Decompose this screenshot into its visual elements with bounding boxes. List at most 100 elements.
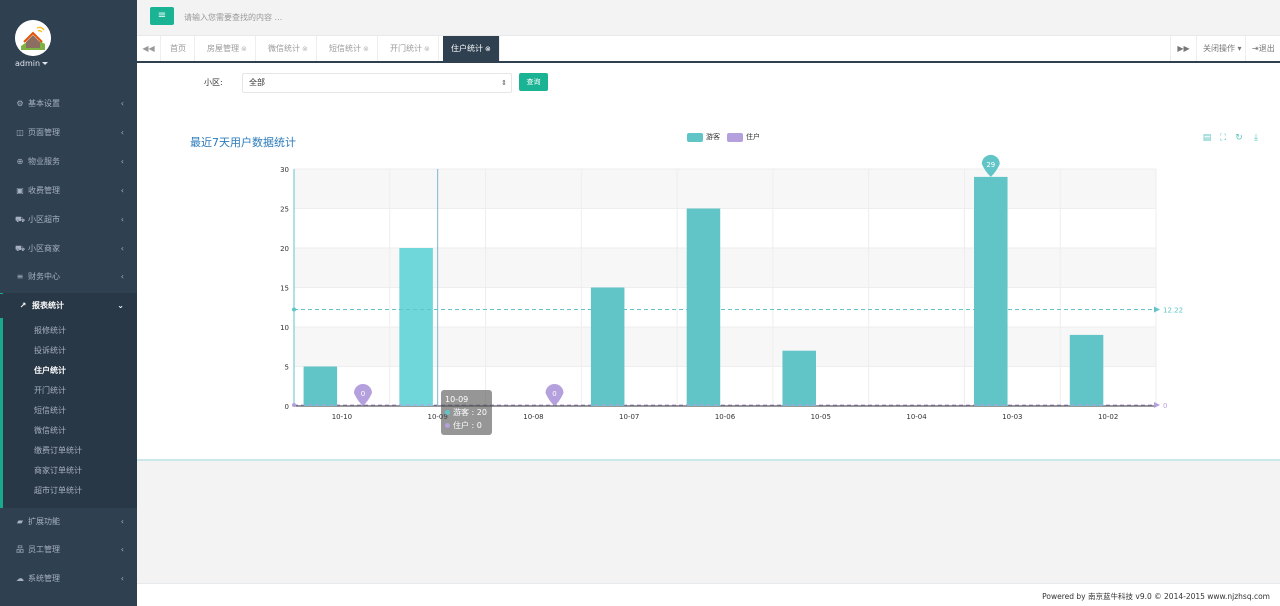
- footer-copyright: Powered by 南京蓝牛科技 v9.0 © 2014-2015 www.n…: [1042, 592, 1270, 601]
- bar-visitor-10-03[interactable]: [974, 176, 1008, 406]
- community-select[interactable]: 全部 ⇕: [242, 73, 512, 93]
- sidebar-item-reports[interactable]: ↗ 报表统计 ⌄: [0, 294, 137, 318]
- logout-label: 退出: [1258, 44, 1275, 53]
- resident-mark-label: 0: [1163, 402, 1167, 410]
- sitemap-icon: 品: [16, 545, 24, 554]
- legend-item-visitor[interactable]: 游客: [687, 132, 720, 142]
- sidebar-item-page-management[interactable]: ◫ 页面管理 ‹: [0, 121, 137, 145]
- line-switch-icon[interactable]: ⛶: [1219, 133, 1227, 143]
- data-view-icon[interactable]: ▤: [1202, 133, 1212, 143]
- caret-down-icon: ▾: [1237, 44, 1242, 53]
- close-icon[interactable]: ⊗: [485, 45, 491, 53]
- y-tick-label: 20: [280, 245, 289, 253]
- avatar[interactable]: [15, 20, 51, 56]
- sidebar-item-label: 小区商家: [28, 244, 60, 253]
- sub-item-market-order-stats[interactable]: 超市订单统计: [34, 486, 82, 495]
- tab-house-management[interactable]: 房屋管理 ⊗: [199, 36, 256, 61]
- bar-visitor-10-07[interactable]: [590, 287, 625, 407]
- double-left-icon: ◀◀: [142, 44, 155, 53]
- database-icon: ≡: [16, 272, 24, 281]
- bar-visitor-10-06[interactable]: [686, 208, 721, 407]
- min-mark-pin-1-label: 0: [552, 390, 556, 398]
- sidebar-item-staff[interactable]: 品 员工管理 ‹: [0, 538, 137, 562]
- tab-label: 开门统计: [390, 44, 422, 53]
- sidebar-item-label: 系统管理: [28, 574, 60, 583]
- sidebar-item-property-service[interactable]: ⊕ 物业服务 ‹: [0, 150, 137, 174]
- sidebar-item-system[interactable]: ☁ 系统管理 ‹: [0, 567, 137, 591]
- tab-scroll-right-button[interactable]: ▶▶: [1170, 36, 1196, 61]
- tooltip-row-label: 住户 : 0: [453, 421, 482, 430]
- download-icon[interactable]: ⤓: [1254, 133, 1258, 143]
- max-mark-pin-label: 29: [986, 161, 995, 169]
- sidebar-item-supermarket[interactable]: ⛟ 小区超市 ‹: [0, 208, 137, 232]
- logout-icon: ⇥: [1252, 44, 1259, 53]
- average-mark-label: 12.22: [1163, 306, 1183, 314]
- resident-mark-arrow: [1154, 402, 1160, 408]
- tooltip-row-visitor: 游客 : 20: [445, 406, 488, 419]
- cloud-icon: ☁: [16, 574, 24, 583]
- x-tick-label: 10-09: [427, 413, 447, 421]
- bar-visitor-10-10[interactable]: [303, 366, 338, 407]
- sidebar-item-basic-settings[interactable]: ⚙ 基本设置 ‹: [0, 92, 137, 116]
- house-logo-icon: [15, 20, 51, 56]
- close-icon[interactable]: ⊗: [363, 45, 369, 53]
- close-ops-label: 关闭操作: [1203, 44, 1235, 53]
- sub-item-repair-stats[interactable]: 报修统计: [34, 326, 66, 335]
- x-tick-label: 10-10: [332, 413, 352, 421]
- max-mark-pin[interactable]: [981, 154, 1000, 177]
- sidebar-item-merchants[interactable]: ⛟ 小区商家 ‹: [0, 237, 137, 261]
- cart-icon: ⛟: [15, 215, 26, 224]
- double-right-icon: ▶▶: [1177, 44, 1190, 53]
- close-icon[interactable]: ⊗: [241, 45, 247, 53]
- min-mark-pin-1[interactable]: [545, 384, 564, 406]
- chevron-left-icon: ‹: [120, 99, 124, 108]
- sidebar-item-finance[interactable]: ≡ 财务中心 ‹: [0, 265, 137, 289]
- close-icon[interactable]: ⊗: [302, 45, 308, 53]
- tab-home[interactable]: 首页: [162, 36, 195, 61]
- legend-swatch: [687, 132, 703, 142]
- sub-item-payment-order-stats[interactable]: 缴费订单统计: [34, 446, 82, 455]
- close-icon[interactable]: ⊗: [424, 45, 430, 53]
- bar-visitor-10-05[interactable]: [782, 350, 816, 406]
- globe-icon: ⊕: [16, 157, 24, 166]
- chart-title: 最近7天用户数据统计: [190, 136, 296, 149]
- legend-item-resident[interactable]: 住户: [727, 132, 760, 142]
- min-mark-pin-0[interactable]: [353, 384, 372, 406]
- profile-block: admin: [0, 0, 137, 90]
- sub-item-resident-stats[interactable]: 住户统计: [34, 366, 66, 375]
- close-operations-dropdown[interactable]: 关闭操作 ▾: [1196, 36, 1248, 61]
- bar-chart[interactable]: 0 5 10 15 20 25 30 10-10 10-09 10-08 10-07 10-06 10-…: [137, 63, 1280, 461]
- sub-item-wechat-stats[interactable]: 微信统计: [34, 426, 66, 435]
- truck-icon: ⛟: [15, 244, 26, 253]
- tab-sms-stats[interactable]: 短信统计 ⊗: [321, 36, 378, 61]
- query-button[interactable]: 查询: [519, 73, 548, 91]
- tab-scroll-left-button[interactable]: ◀◀: [137, 36, 161, 61]
- sub-item-complaint-stats[interactable]: 投诉统计: [34, 346, 66, 355]
- y-tick-label: 0: [285, 403, 289, 411]
- sidebar-item-label: 员工管理: [28, 545, 60, 554]
- chevron-left-icon: ‹: [120, 215, 124, 224]
- user-dropdown[interactable]: admin: [15, 59, 49, 68]
- search-input[interactable]: 请输入您需要查找的内容 ...: [184, 13, 283, 22]
- active-menu-block: [0, 293, 137, 508]
- tooltip-row-label: 游客 : 20: [453, 408, 487, 417]
- menu-toggle-button[interactable]: ≡: [150, 7, 174, 25]
- tab-resident-stats[interactable]: 住户统计 ⊗: [443, 36, 500, 61]
- gear-icon: ⚙: [16, 99, 24, 108]
- grid-band: [294, 169, 1156, 209]
- community-filter-label: 小区:: [204, 78, 223, 87]
- tab-wechat-stats[interactable]: 微信统计 ⊗: [260, 36, 317, 61]
- sub-item-sms-stats[interactable]: 短信统计: [34, 406, 66, 415]
- sub-item-merchant-order-stats[interactable]: 商家订单统计: [34, 466, 82, 475]
- bar-visitor-10-09[interactable]: [399, 248, 433, 406]
- tab-door-stats[interactable]: 开门统计 ⊗: [382, 36, 439, 61]
- tab-label: 短信统计: [329, 44, 361, 53]
- refresh-icon[interactable]: ↻: [1235, 133, 1243, 143]
- chevron-left-icon: ‹: [120, 128, 124, 137]
- bar-visitor-10-02[interactable]: [1069, 334, 1104, 406]
- logout-button[interactable]: ⇥退出: [1245, 36, 1280, 61]
- sidebar-item-fee-management[interactable]: ▣ 收费管理 ‹: [0, 179, 137, 203]
- sub-item-door-stats[interactable]: 开门统计: [34, 386, 66, 395]
- sidebar-item-extensions[interactable]: ▰ 扩展功能 ‹: [0, 510, 137, 534]
- columns-icon: ◫: [16, 128, 24, 137]
